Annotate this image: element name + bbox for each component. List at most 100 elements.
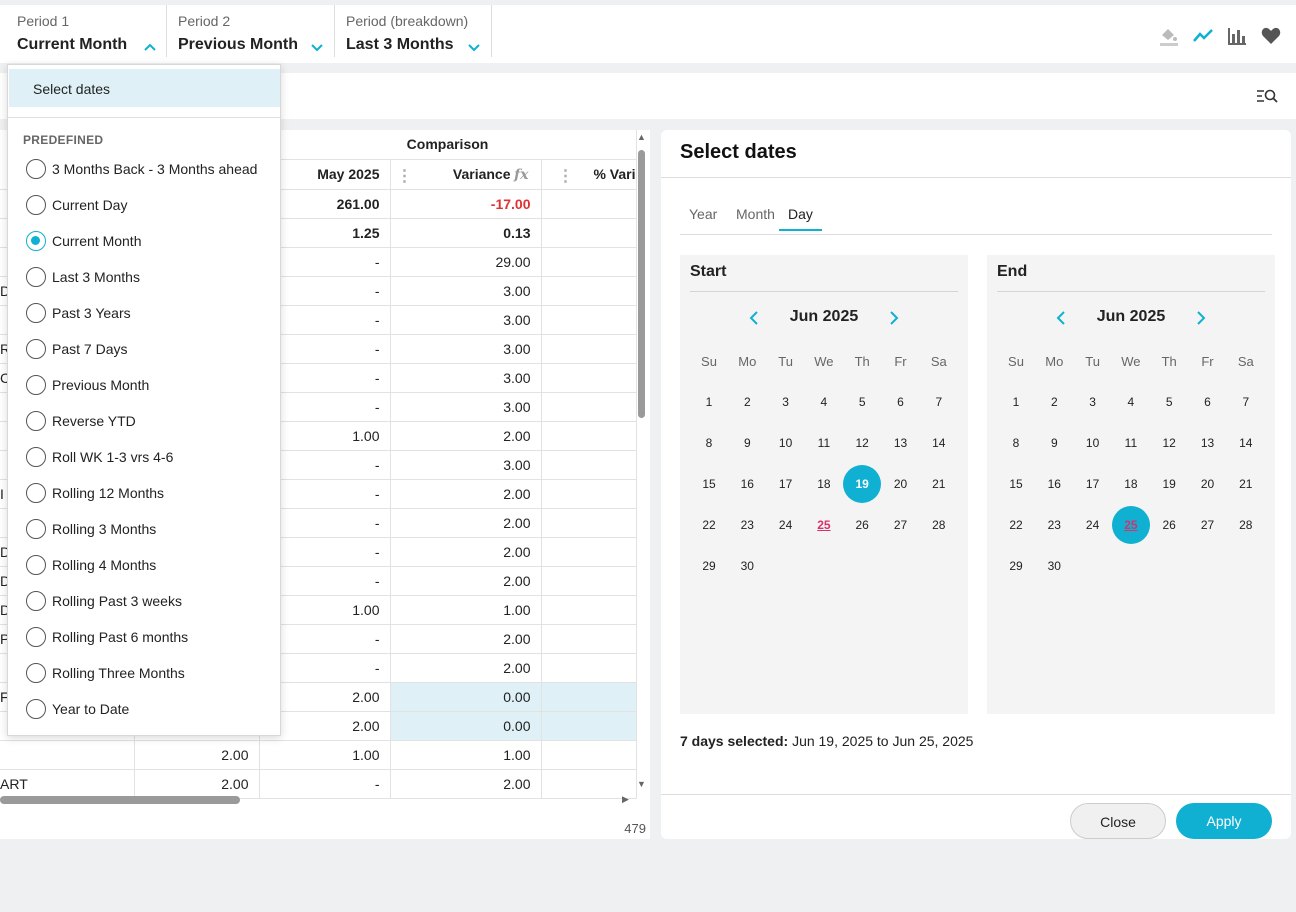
predefined-option[interactable]: Rolling Three Months bbox=[26, 661, 185, 685]
heart-icon[interactable] bbox=[1260, 25, 1282, 47]
predefined-option[interactable]: Year to Date bbox=[26, 697, 129, 721]
day-cell[interactable]: 27 bbox=[1200, 518, 1215, 532]
table-cell[interactable] bbox=[541, 334, 637, 364]
day-cell[interactable]: 25 bbox=[1111, 506, 1150, 544]
day-cell[interactable]: 14 bbox=[1239, 436, 1253, 450]
day-cell[interactable]: 19 bbox=[1162, 477, 1176, 491]
radio-icon[interactable] bbox=[26, 519, 46, 539]
table-cell[interactable] bbox=[541, 595, 637, 625]
day-cell[interactable]: 3 bbox=[782, 395, 789, 409]
predefined-option[interactable]: Rolling 4 Months bbox=[26, 553, 156, 577]
day-cell[interactable]: 15 bbox=[1009, 477, 1023, 491]
day-cell[interactable]: 7 bbox=[935, 395, 943, 409]
day-cell[interactable]: 16 bbox=[740, 477, 754, 491]
table-cell[interactable]: 0.00 bbox=[390, 711, 542, 741]
predefined-option[interactable]: Current Day bbox=[26, 193, 127, 217]
table-cell[interactable] bbox=[541, 653, 637, 683]
day-cell[interactable]: 24 bbox=[778, 518, 793, 532]
day-cell[interactable]: 28 bbox=[1239, 518, 1253, 532]
predefined-option[interactable]: Rolling 3 Months bbox=[26, 517, 156, 541]
chevron-down-icon[interactable] bbox=[309, 41, 325, 53]
table-cell[interactable]: 3.00 bbox=[390, 334, 542, 364]
table-cell[interactable] bbox=[541, 305, 637, 335]
scroll-down-icon[interactable]: ▼ bbox=[637, 779, 646, 789]
radio-selected-icon[interactable] bbox=[26, 231, 46, 251]
next-month-icon[interactable] bbox=[1195, 311, 1207, 325]
table-cell[interactable] bbox=[541, 711, 637, 741]
day-cell[interactable]: 19 bbox=[843, 465, 882, 503]
table-cell[interactable]: ART bbox=[0, 769, 135, 799]
day-cell[interactable]: 13 bbox=[1200, 436, 1215, 450]
day-cell[interactable]: 13 bbox=[893, 436, 908, 450]
day-cell[interactable]: 11 bbox=[817, 436, 831, 450]
day-cell[interactable]: 18 bbox=[817, 477, 831, 491]
day-cell[interactable]: 23 bbox=[740, 518, 754, 532]
day-cell[interactable]: 29 bbox=[1009, 559, 1023, 573]
table-cell[interactable]: 3.00 bbox=[390, 392, 542, 422]
day-cell[interactable]: 20 bbox=[1200, 477, 1215, 491]
table-cell[interactable]: - bbox=[259, 769, 391, 799]
day-cell[interactable]: 10 bbox=[1085, 436, 1100, 450]
day-cell[interactable]: 15 bbox=[702, 477, 716, 491]
predefined-option[interactable]: Rolling Past 6 months bbox=[26, 625, 188, 649]
day-cell[interactable]: 24 bbox=[1085, 518, 1100, 532]
table-cell[interactable]: 2.00 bbox=[390, 653, 542, 683]
select-dates-option[interactable]: Select dates bbox=[9, 69, 280, 107]
day-cell[interactable]: 6 bbox=[1204, 395, 1211, 409]
column-header[interactable]: ⋮% Vari bbox=[541, 159, 637, 190]
table-row[interactable]: 2.00 1.00 1.00 bbox=[0, 740, 637, 770]
bar-chart-icon[interactable] bbox=[1226, 25, 1248, 47]
day-cell[interactable]: 1 bbox=[1012, 395, 1020, 409]
table-cell[interactable] bbox=[541, 479, 637, 509]
radio-icon[interactable] bbox=[26, 375, 46, 395]
day-cell[interactable]: 21 bbox=[1239, 477, 1253, 491]
predefined-option[interactable]: Rolling Past 3 weeks bbox=[26, 589, 182, 613]
predefined-option[interactable]: Last 3 Months bbox=[26, 265, 140, 289]
table-cell[interactable]: 0.13 bbox=[390, 218, 542, 248]
day-cell[interactable]: 2 bbox=[1050, 395, 1058, 409]
day-cell[interactable]: 30 bbox=[1047, 559, 1061, 573]
table-cell[interactable]: 3.00 bbox=[390, 305, 542, 335]
column-menu-icon[interactable]: ⋮ bbox=[396, 167, 413, 185]
chevron-up-icon[interactable] bbox=[142, 41, 158, 53]
table-cell[interactable] bbox=[541, 740, 637, 770]
table-cell[interactable] bbox=[541, 566, 637, 596]
column-menu-icon[interactable]: ⋮ bbox=[557, 167, 574, 185]
day-cell[interactable]: 23 bbox=[1047, 518, 1061, 532]
day-cell[interactable]: 1 bbox=[705, 395, 713, 409]
radio-icon[interactable] bbox=[26, 339, 46, 359]
day-cell[interactable]: 9 bbox=[743, 436, 751, 450]
paint-bucket-icon[interactable] bbox=[1158, 25, 1180, 47]
prev-month-icon[interactable] bbox=[748, 311, 760, 325]
day-cell[interactable]: 8 bbox=[705, 436, 713, 450]
day-cell[interactable]: 6 bbox=[897, 395, 904, 409]
table-cell[interactable] bbox=[541, 769, 637, 799]
scroll-right-icon[interactable]: ▶ bbox=[622, 794, 629, 804]
table-cell[interactable]: 2.00 bbox=[134, 740, 260, 770]
predefined-option[interactable]: Past 3 Years bbox=[26, 301, 131, 325]
day-cell[interactable]: 11 bbox=[1124, 436, 1138, 450]
day-cell[interactable]: 17 bbox=[778, 477, 793, 491]
tab-day[interactable]: Day bbox=[779, 206, 822, 231]
table-cell[interactable]: 1.00 bbox=[390, 595, 542, 625]
horizontal-scroll-thumb[interactable] bbox=[0, 796, 240, 804]
day-cell[interactable]: 18 bbox=[1124, 477, 1138, 491]
day-cell[interactable]: 17 bbox=[1085, 477, 1100, 491]
day-cell[interactable]: 28 bbox=[932, 518, 946, 532]
tab-month[interactable]: Month bbox=[736, 206, 775, 222]
predefined-option[interactable]: Past 7 Days bbox=[26, 337, 127, 361]
table-cell[interactable] bbox=[541, 392, 637, 422]
line-chart-icon[interactable] bbox=[1192, 25, 1214, 47]
column-header[interactable]: ⋮ Variance fx bbox=[390, 159, 542, 190]
table-row[interactable]: ART 2.00-2.00 bbox=[0, 769, 637, 799]
table-cell[interactable]: 2.00 bbox=[390, 769, 542, 799]
day-cell[interactable]: 8 bbox=[1012, 436, 1020, 450]
day-cell[interactable]: 27 bbox=[893, 518, 908, 532]
day-cell[interactable]: 20 bbox=[893, 477, 908, 491]
radio-icon[interactable] bbox=[26, 699, 46, 719]
day-cell[interactable]: 29 bbox=[702, 559, 716, 573]
table-cell[interactable] bbox=[541, 537, 637, 567]
table-cell[interactable]: 3.00 bbox=[390, 450, 542, 480]
table-cell[interactable]: 0.00 bbox=[390, 682, 542, 712]
filter-search-icon[interactable] bbox=[1256, 87, 1278, 105]
